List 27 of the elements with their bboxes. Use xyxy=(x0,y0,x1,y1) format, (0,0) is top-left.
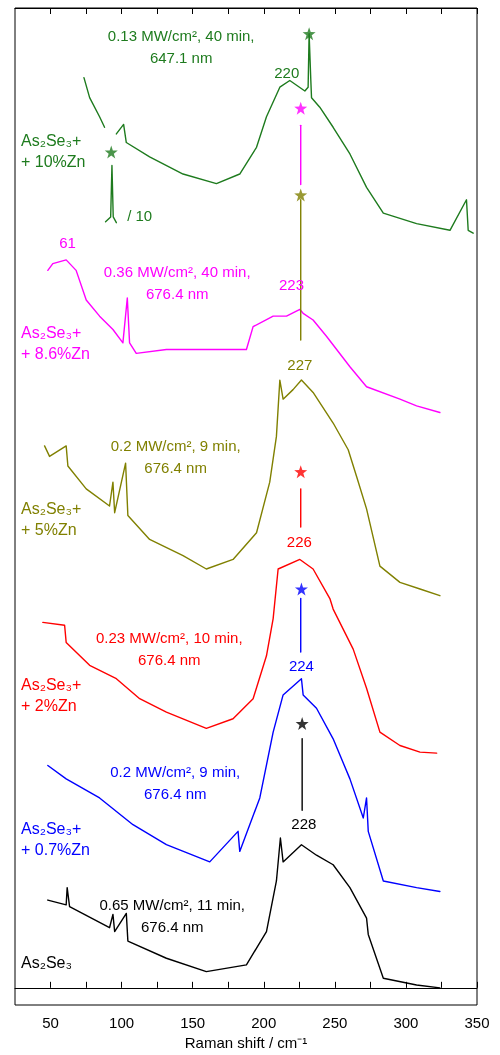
annotation: / 10 xyxy=(127,206,153,224)
annotation: 227 xyxy=(287,356,313,374)
x-axis-title: Raman shift / cm⁻¹ xyxy=(184,1034,308,1051)
annotation: 0.2 MW/cm², 9 min, 676.4 nm xyxy=(110,763,241,803)
series-label: As₂Se₃+ + 0.7%Zn xyxy=(21,819,90,858)
x-tick-label: 100 xyxy=(109,1014,135,1031)
x-tick-label: 200 xyxy=(251,1014,277,1031)
annotation: 0.23 MW/cm², 10 min, 676.4 nm xyxy=(95,628,243,668)
annotation: 0.65 MW/cm², 11 min, 676.4 nm xyxy=(99,895,246,935)
annotation: 226 xyxy=(286,532,312,550)
series-label: As₂Se₃+ + 2%Zn xyxy=(21,676,82,715)
x-tick-label: 350 xyxy=(464,1014,490,1031)
series-label: As₂Se₃+ + 10%Zn xyxy=(21,131,86,170)
x-tick-label: 50 xyxy=(42,1014,59,1031)
annotation: 228 xyxy=(291,815,317,833)
annotation: 0.13 MW/cm², 40 min, 647.1 nm xyxy=(107,26,255,66)
text: As₂Se₃ xyxy=(21,954,72,972)
annotation: 224 xyxy=(288,656,314,674)
annotation: 220 xyxy=(274,64,300,82)
annotation: 0.36 MW/cm², 40 min, 676.4 nm xyxy=(103,263,251,303)
series-label: As₂Se₃+ + 5%Zn xyxy=(21,499,82,538)
x-tick-label: 250 xyxy=(322,1014,348,1031)
annotation: 0.2 MW/cm², 9 min, 676.4 nm xyxy=(110,436,241,476)
annotation: 61 xyxy=(59,234,76,252)
x-tick-label: 150 xyxy=(180,1014,206,1031)
x-tick-label: 300 xyxy=(393,1014,419,1031)
series-label: As₂Se₃+ + 8.6%Zn xyxy=(21,324,90,363)
